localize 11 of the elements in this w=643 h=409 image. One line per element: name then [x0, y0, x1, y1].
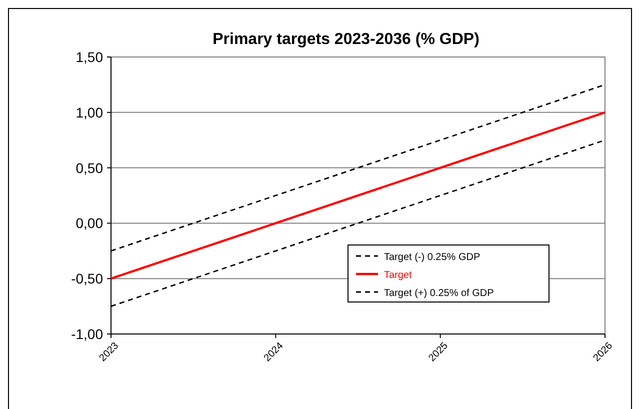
y-tick-label: 0,00 [76, 215, 104, 232]
y-tick-label: 1,50 [76, 49, 104, 65]
legend-label: Target (+) 0.25% of GDP [384, 288, 494, 299]
y-tick-label: -0,50 [71, 270, 104, 287]
y-tick-label: 0,50 [76, 160, 104, 176]
line-series [110, 111, 606, 280]
y-tick-label: -1,00 [71, 326, 104, 342]
legend-label: Target (-) 0.25% GDP [384, 252, 480, 263]
chart-title: Primary targets 2023-2036 (% GDP) [212, 31, 480, 48]
y-tick-label: 1,00 [76, 104, 104, 120]
legend-label: Target [384, 270, 412, 281]
